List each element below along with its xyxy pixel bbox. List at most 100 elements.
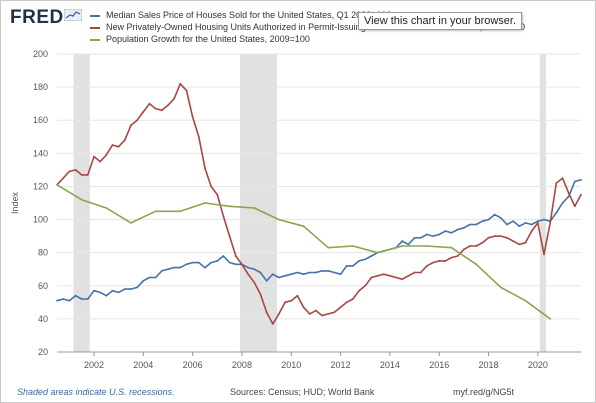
series-1-point-33 [259,293,262,295]
series-1-point-13 [136,119,139,122]
series-1-point-5 [86,173,89,176]
y-tick-label-200: 200 [33,49,48,59]
series-0-point-70 [487,218,490,221]
browser-view-tooltip[interactable]: View this chart in your browser. [358,12,523,30]
series-0-point-32 [253,268,256,271]
series-1-point-22 [191,116,194,118]
series-1-point-15 [148,102,151,105]
recession-band-2 [539,54,546,352]
series-0-point-15 [148,276,151,279]
series-1-point-25 [210,185,213,188]
x-tick-label-2020: 2020 [528,360,548,370]
series-2-point-15 [425,245,428,247]
series-1-point-34 [265,311,268,314]
series-1-point-10 [117,145,120,148]
series-line-1 [56,83,582,325]
series-1-point-84 [573,205,576,208]
plot-area [57,54,581,352]
series-1-point-41 [308,313,311,315]
series-1-point-65 [456,255,459,257]
series-0-point-22 [191,261,194,264]
fred-chart-icon [64,9,82,21]
series-1-point-70 [487,236,490,239]
series-1-point-48 [352,298,354,300]
series-0-point-77 [530,223,533,226]
y-tick-label-40: 40 [38,314,48,324]
recession-band-0 [73,54,90,352]
series-2-point-12 [352,245,354,247]
series-0-point-68 [475,223,478,226]
series-0-point-84 [573,180,576,183]
series-1-point-4 [80,173,83,176]
series-1-point-24 [204,167,206,170]
series-1-point-53 [382,273,385,276]
series-1-point-23 [197,135,200,138]
series-1-point-62 [438,260,441,262]
series-1-point-66 [462,248,465,251]
series-0-point-69 [481,220,484,223]
x-tick-label-2006: 2006 [183,360,203,370]
series-0-point-44 [327,269,330,272]
series-1-point-79 [543,253,545,256]
series-1-point-69 [481,241,484,244]
series-0-point-56 [401,240,404,242]
x-tick-label-2002: 2002 [84,360,104,370]
series-0-point-2 [68,299,71,302]
series-0-point-6 [93,289,95,292]
series-1-point-37 [284,301,286,304]
series-1-point-9 [111,144,114,146]
legend-item-median-price: Median Sales Price of Houses Sold for th… [90,9,525,21]
series-0-point-62 [438,233,441,236]
recessions-note[interactable]: Shaded areas indicate U.S. recessions. [17,387,175,397]
y-tick-label-180: 180 [33,82,48,92]
series-2-point-14 [401,245,404,247]
y-tick-label-100: 100 [33,215,48,225]
series-0-point-26 [216,260,219,262]
series-1-point-19 [173,97,176,100]
series-1-point-60 [425,265,428,267]
series-1-point-36 [278,313,280,315]
fred-logo[interactable]: FRED [10,7,64,28]
series-1-point-78 [536,221,539,224]
y-tick-label-120: 120 [33,181,48,191]
series-0-point-20 [179,266,182,269]
series-0-point-4 [80,298,83,300]
series-0-point-19 [173,266,176,269]
series-0-point-25 [210,261,213,264]
sources-note: Sources: Census; HUD; World Bank [230,387,375,397]
series-2-point-10 [302,225,305,228]
series-0-point-64 [450,231,453,234]
series-0-point-18 [167,268,169,271]
series-1-point-42 [315,309,317,312]
series-1-point-49 [358,289,360,292]
legend-swatch-permits [90,26,100,29]
series-0-point-47 [345,265,348,267]
y-tick-label-140: 140 [33,148,48,158]
series-1-point-72 [499,235,502,238]
series-1-point-2 [68,170,71,173]
series-2-point-18 [499,286,502,289]
series-1-point-85 [580,193,582,196]
series-1-point-38 [290,299,293,302]
series-1-point-40 [302,306,305,309]
series-1-point-82 [561,177,564,180]
series-0-point-17 [160,269,163,272]
series-0-point-10 [117,291,120,294]
series-0-point-58 [413,236,416,239]
short-url-link[interactable]: myf.red/g/NG5t [453,387,515,397]
x-tick-label-2012: 2012 [331,360,351,370]
series-1-point-61 [432,261,434,264]
legend-item-permits: New Privately-Owned Housing Units Author… [90,21,525,33]
series-1-point-39 [296,294,299,297]
series-1-point-44 [327,313,330,315]
series-0-point-79 [543,218,545,221]
series-0-point-39 [296,271,299,274]
legend-label-population: Population Growth for the United States,… [106,34,310,44]
series-1-point-21 [185,89,188,92]
series-0-point-65 [456,228,459,231]
series-1-point-56 [401,278,404,281]
series-2-point-16 [450,246,453,249]
series-0-point-1 [62,298,65,300]
recession-band-1 [239,54,277,352]
series-1-point-30 [241,263,243,266]
